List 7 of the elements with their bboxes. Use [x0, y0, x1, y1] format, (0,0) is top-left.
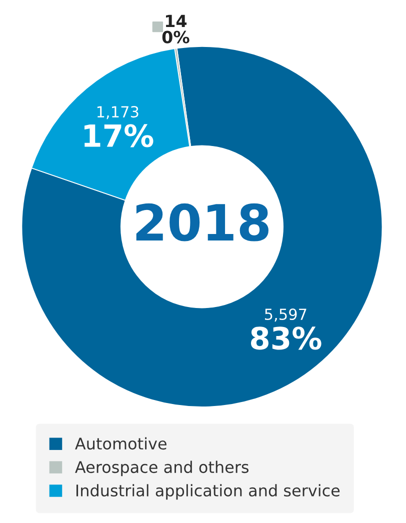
data-label: 1,173 17% — [84, 106, 154, 148]
text: 2018 — [136, 203, 268, 242]
legend-label: Industrial application and service — [76, 484, 340, 500]
data-label: 14 0% — [162, 14, 190, 44]
data-label: 5,597 83% — [250, 308, 322, 350]
legend-label: Automotive — [75, 437, 166, 450]
legend-label: Aerospace and others — [75, 460, 249, 476]
